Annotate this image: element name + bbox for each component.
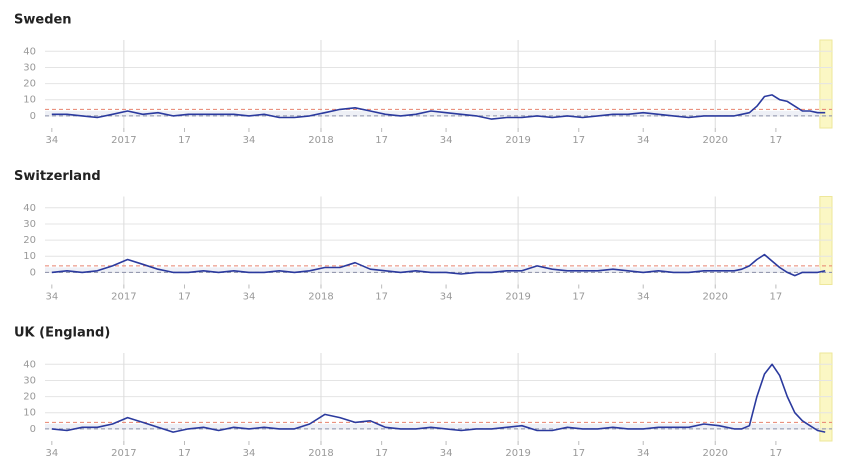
y-tick-label: 10 [23, 408, 36, 419]
panel-title: UK (England) [14, 326, 110, 341]
y-tick-label: 30 [23, 219, 36, 230]
x-tick-label: 34 [637, 135, 650, 146]
x-tick-label: 34 [637, 448, 650, 459]
x-tick-label: 34 [243, 448, 256, 459]
x-tick-label: 34 [243, 135, 256, 146]
x-tick-label: 2018 [308, 448, 333, 459]
x-tick-label: 17 [178, 292, 191, 303]
x-tick-label: 2017 [111, 292, 136, 303]
x-tick-label: 34 [243, 292, 256, 303]
y-tick-label: 40 [23, 203, 36, 214]
x-tick-label: 2020 [703, 292, 728, 303]
x-tick-label: 2019 [505, 292, 530, 303]
x-tick-label: 17 [572, 448, 585, 459]
y-tick-label: 10 [23, 251, 36, 262]
y-tick-label: 0 [30, 267, 36, 278]
x-tick-label: 2017 [111, 135, 136, 146]
x-tick-label: 2020 [703, 448, 728, 459]
panel-title: Sweden [14, 13, 72, 28]
x-tick-label: 34 [45, 135, 58, 146]
y-tick-label: 40 [23, 46, 36, 57]
x-tick-label: 17 [178, 135, 191, 146]
x-tick-label: 2018 [308, 135, 333, 146]
x-tick-label: 34 [45, 292, 58, 303]
y-tick-label: 40 [23, 359, 36, 370]
panel-title: Switzerland [14, 169, 101, 184]
x-tick-label: 17 [770, 135, 783, 146]
x-tick-label: 17 [770, 448, 783, 459]
x-tick-label: 2019 [505, 135, 530, 146]
x-tick-label: 34 [45, 448, 58, 459]
x-tick-label: 17 [178, 448, 191, 459]
x-tick-label: 17 [375, 135, 388, 146]
x-tick-label: 34 [440, 448, 453, 459]
x-tick-label: 34 [440, 135, 453, 146]
y-tick-label: 20 [23, 79, 36, 90]
baseline-band [45, 423, 820, 429]
data-line [51, 363, 826, 433]
x-tick-label: 17 [375, 448, 388, 459]
y-tick-label: 0 [30, 424, 36, 435]
x-tick-label: 17 [770, 292, 783, 303]
x-tick-label: 2019 [505, 448, 530, 459]
y-tick-label: 10 [23, 95, 36, 106]
x-tick-label: 2018 [308, 292, 333, 303]
y-tick-label: 30 [23, 62, 36, 73]
x-tick-label: 2017 [111, 448, 136, 459]
baseline-band [45, 110, 820, 116]
x-tick-label: 17 [375, 292, 388, 303]
baseline-band [45, 267, 820, 273]
y-tick-label: 20 [23, 392, 36, 403]
data-line [51, 94, 826, 120]
data-line [51, 253, 826, 277]
x-tick-label: 17 [572, 135, 585, 146]
x-tick-label: 34 [440, 292, 453, 303]
y-tick-label: 20 [23, 235, 36, 246]
x-tick-label: 34 [637, 292, 650, 303]
x-tick-label: 2020 [703, 135, 728, 146]
y-tick-label: 0 [30, 111, 36, 122]
x-tick-label: 17 [572, 292, 585, 303]
y-tick-label: 30 [23, 375, 36, 386]
